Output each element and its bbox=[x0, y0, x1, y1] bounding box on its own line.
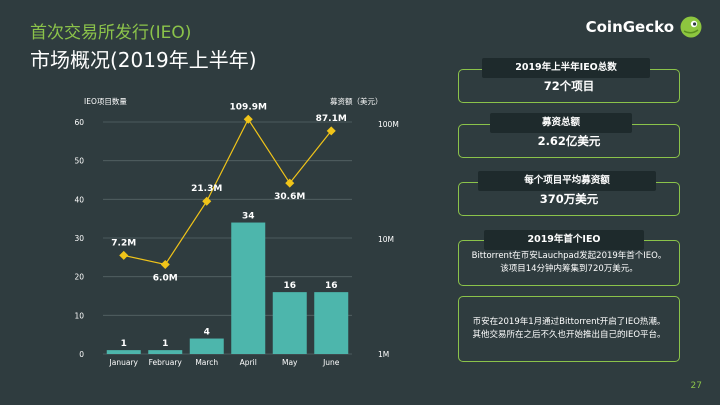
stat-average-raised-value: 370万美元 bbox=[539, 192, 599, 206]
left-tick-label: 40 bbox=[74, 195, 84, 204]
line-point bbox=[243, 114, 253, 124]
stat-average-raised-label: 每个项目平均募资额 bbox=[478, 171, 656, 191]
left-tick-label: 20 bbox=[74, 273, 84, 282]
line-value-label: 30.6M bbox=[274, 192, 305, 202]
bar-value-label: 34 bbox=[242, 212, 255, 222]
left-tick-label: 0 bbox=[79, 350, 84, 359]
left-tick-label: 50 bbox=[74, 157, 84, 166]
line-value-label: 109.9M bbox=[230, 102, 267, 112]
line-series bbox=[119, 114, 336, 270]
note-text: 币安在2019年1月通过Bittorrent开启了IEO热潮。其他交易所在之后不… bbox=[472, 317, 666, 340]
line-value-labels: 7.2M 6.0M 21.3M 109.9M 30.6M 87.1M bbox=[111, 102, 347, 283]
first-ieo-label: 2019年首个IEO bbox=[484, 230, 644, 250]
line-point bbox=[326, 126, 336, 136]
line-path bbox=[123, 118, 332, 266]
right-tick-label: 1M bbox=[378, 350, 389, 359]
line-point bbox=[119, 250, 129, 260]
line-value-label: 21.3M bbox=[191, 184, 222, 194]
bar-series bbox=[106, 222, 349, 354]
line-value-label: 6.0M bbox=[153, 274, 178, 284]
line-value-label: 7.2M bbox=[111, 238, 136, 248]
line-point bbox=[160, 259, 170, 270]
bar bbox=[314, 292, 349, 354]
line-value-label: 87.1M bbox=[316, 114, 347, 124]
gecko-icon bbox=[680, 16, 702, 38]
logo-text: CoinGecko bbox=[585, 18, 674, 36]
bar-value-label: 4 bbox=[204, 328, 210, 338]
right-tick-label: 10M bbox=[378, 235, 394, 244]
bar bbox=[189, 338, 224, 354]
bar-value-label: 16 bbox=[283, 281, 296, 291]
right-axis-label: 募资额（美元） bbox=[330, 96, 383, 106]
left-tick-label: 30 bbox=[74, 234, 84, 243]
bar-value-labels: 1 1 4 34 16 16 bbox=[121, 212, 338, 350]
stat-total-ieo-label: 2019年上半年IEO总数 bbox=[482, 58, 650, 78]
left-tick-label: 60 bbox=[74, 118, 84, 127]
bar bbox=[272, 292, 307, 354]
stat-total-raised-value: 2.62亿美元 bbox=[537, 134, 601, 148]
bar bbox=[148, 350, 183, 354]
bar bbox=[231, 222, 266, 354]
line-point bbox=[202, 196, 212, 206]
x-tick-label: June bbox=[322, 358, 340, 367]
x-tick-label: February bbox=[149, 358, 183, 367]
slide-subtitle: 市场概况(2019年上半年) bbox=[30, 48, 257, 72]
left-axis-ticks: 0 10 20 30 40 50 60 bbox=[74, 118, 84, 359]
bar-value-label: 1 bbox=[162, 339, 168, 349]
left-axis-label: IEO项目数量 bbox=[84, 96, 127, 106]
slide-title: 首次交易所发行(IEO) bbox=[30, 23, 192, 43]
x-tick-label: April bbox=[240, 358, 257, 367]
bar bbox=[106, 350, 141, 354]
coingecko-logo: CoinGecko bbox=[586, 16, 702, 38]
left-tick-label: 10 bbox=[74, 311, 84, 320]
x-tick-label: March bbox=[195, 358, 218, 367]
bar-value-label: 16 bbox=[325, 281, 338, 291]
stat-total-raised-label: 募资总额 bbox=[490, 113, 632, 133]
note-box: 币安在2019年1月通过Bittorrent开启了IEO热潮。其他交易所在之后不… bbox=[458, 296, 680, 362]
right-tick-label: 100M bbox=[378, 120, 399, 129]
bar-value-label: 1 bbox=[121, 339, 127, 349]
first-ieo-text: Bittorrent在币安Lauchpad发起2019年首个IEO。该项目14分… bbox=[471, 251, 667, 274]
x-tick-label: January bbox=[109, 358, 139, 367]
right-axis-ticks: 1M 10M 100M bbox=[378, 120, 399, 359]
page-number: 27 bbox=[690, 381, 702, 391]
stat-total-ieo-value: 72个项目 bbox=[543, 79, 595, 93]
x-axis-labels: January February March April May June bbox=[109, 358, 340, 367]
x-tick-label: May bbox=[282, 358, 298, 367]
